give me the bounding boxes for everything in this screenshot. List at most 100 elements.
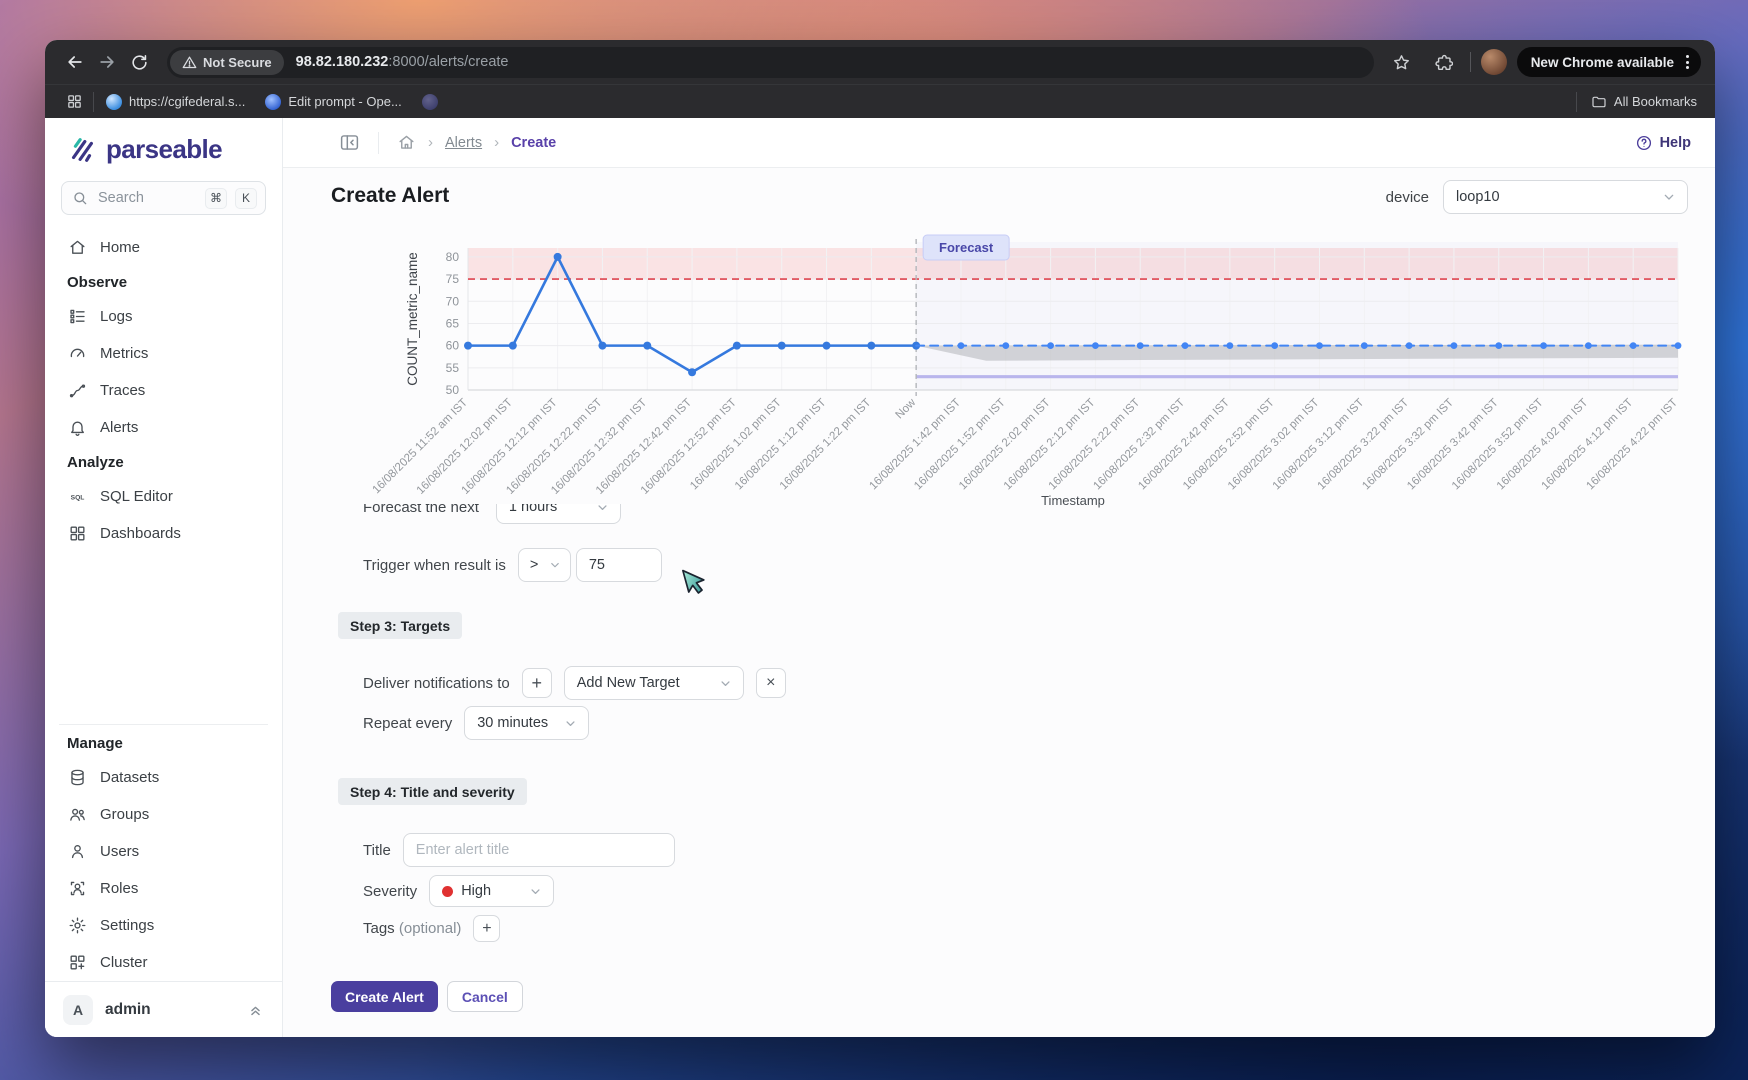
alert-title-input[interactable] xyxy=(402,833,675,867)
extensions-icon[interactable] xyxy=(1428,46,1460,78)
trigger-row: Trigger when result is > xyxy=(363,548,662,582)
add-tag-button[interactable]: + xyxy=(473,915,501,942)
svg-text:16/08/2025 1:12 pm IST: 16/08/2025 1:12 pm IST xyxy=(733,397,829,493)
search-box[interactable]: ⌘ K xyxy=(61,181,266,215)
profile-avatar[interactable] xyxy=(1480,49,1507,75)
trigger-operator-select[interactable]: > xyxy=(517,548,571,582)
svg-text:16/08/2025 4:12 pm IST: 16/08/2025 4:12 pm IST xyxy=(1540,397,1636,493)
apps-grid-icon[interactable] xyxy=(61,86,87,118)
breadcrumb-create: Create xyxy=(511,134,557,151)
repeat-select[interactable]: 30 minutes xyxy=(464,706,590,740)
svg-text:16/08/2025 4:02 pm IST: 16/08/2025 4:02 pm IST xyxy=(1495,397,1591,493)
svg-text:Forecast: Forecast xyxy=(939,240,994,255)
forward-icon[interactable] xyxy=(91,46,123,78)
step3-badge: Step 3: Targets xyxy=(338,612,463,639)
trigger-value-input[interactable] xyxy=(575,548,662,582)
sidebar-item-dashboards[interactable]: Dashboards xyxy=(55,515,272,552)
sidebar-item-sql-editor[interactable]: SQL SQL Editor xyxy=(55,478,272,515)
severity-select[interactable]: High xyxy=(429,875,555,907)
sidebar-item-label: Alerts xyxy=(100,419,139,436)
bookmarks-divider xyxy=(93,91,94,112)
cmd-key: ⌘ xyxy=(205,187,227,209)
kebab-menu-icon[interactable] xyxy=(1682,55,1693,69)
chevrons-up-icon[interactable] xyxy=(247,1001,264,1018)
settings-icon xyxy=(67,916,87,935)
bookmark-label: Edit prompt - Ope... xyxy=(288,94,402,109)
sidebar: parseable ⌘ K Home Observe Logs Metrics Trac… xyxy=(45,118,283,1037)
collapse-sidebar-icon[interactable] xyxy=(339,132,360,153)
not-secure-badge[interactable]: Not Secure xyxy=(170,49,284,75)
remove-target-button[interactable]: × xyxy=(755,668,786,698)
sidebar-item-home[interactable]: Home xyxy=(55,229,272,266)
deliver-label: Deliver notifications to xyxy=(363,674,510,692)
severity-row: Severity High xyxy=(363,875,555,907)
datasets-icon xyxy=(67,768,87,787)
device-label: device xyxy=(1385,188,1429,206)
bookmark-item[interactable]: https://cgifederal.s... xyxy=(106,93,245,110)
svg-text:16/08/2025 1:02 pm IST: 16/08/2025 1:02 pm IST xyxy=(688,397,784,493)
svg-text:70: 70 xyxy=(446,294,460,308)
breadcrumb-alerts[interactable]: Alerts xyxy=(445,134,483,151)
user-row[interactable]: A admin xyxy=(45,981,282,1037)
sidebar-item-cluster[interactable]: Cluster xyxy=(55,944,272,981)
traces-icon xyxy=(67,381,87,400)
chrome-update-pill[interactable]: New Chrome available xyxy=(1516,47,1701,77)
sidebar-item-groups[interactable]: Groups xyxy=(55,796,272,833)
alerts-icon xyxy=(67,418,87,437)
dashboards-icon xyxy=(67,524,87,543)
bookmark-item[interactable]: Edit prompt - Ope... xyxy=(265,93,402,110)
device-select[interactable]: loop10 xyxy=(1443,180,1688,214)
svg-text:16/08/2025 1:22 pm IST: 16/08/2025 1:22 pm IST xyxy=(778,397,874,493)
all-bookmarks-button[interactable]: All Bookmarks xyxy=(1591,94,1697,110)
actions-row: Create Alert Cancel xyxy=(331,981,523,1012)
bookmark-item[interactable] xyxy=(421,93,438,110)
tags-label: Tags xyxy=(363,920,395,937)
trigger-operator: > xyxy=(529,557,539,573)
sidebar-item-label: Home xyxy=(100,239,141,256)
sidebar-item-alerts[interactable]: Alerts xyxy=(55,409,272,446)
sidebar-item-label: Datasets xyxy=(100,769,160,786)
svg-text:16/08/2025 2:42 pm IST: 16/08/2025 2:42 pm IST xyxy=(1136,397,1232,493)
severity-value: High xyxy=(461,883,492,899)
sidebar-item-roles[interactable]: Roles xyxy=(55,870,272,907)
create-alert-button[interactable]: Create Alert xyxy=(331,981,438,1012)
forecast-next-select[interactable]: 1 hours xyxy=(495,504,621,524)
sidebar-item-settings[interactable]: Settings xyxy=(55,907,272,944)
svg-text:60: 60 xyxy=(446,339,460,353)
repeat-row: Repeat every 30 minutes xyxy=(363,706,590,740)
nav-divider xyxy=(59,724,268,725)
breadcrumb-chevron: › xyxy=(428,134,433,151)
svg-text:75: 75 xyxy=(446,272,460,286)
back-icon[interactable] xyxy=(59,46,91,78)
sidebar-item-users[interactable]: Users xyxy=(55,833,272,870)
search-icon xyxy=(72,190,88,206)
sidebar-item-label: Settings xyxy=(100,917,155,934)
deliver-row: Deliver notifications to + Add New Targe… xyxy=(363,666,786,700)
sidebar-item-metrics[interactable]: Metrics xyxy=(55,335,272,372)
main-topbar: › Alerts › Create Help xyxy=(283,118,1715,168)
blue-circle-favicon xyxy=(265,93,282,110)
help-icon xyxy=(1636,135,1651,150)
search-input[interactable] xyxy=(96,189,197,207)
groups-icon xyxy=(67,805,87,824)
breadcrumb: › Alerts › Create xyxy=(397,133,556,152)
sidebar-item-logs[interactable]: Logs xyxy=(55,298,272,335)
address-bar[interactable]: Not Secure 98.82.180.232:8000/alerts/cre… xyxy=(167,46,1374,78)
sidebar-item-datasets[interactable]: Datasets xyxy=(55,759,272,796)
sidebar-item-label: Groups xyxy=(100,806,150,823)
svg-text:16/08/2025 3:12 pm IST: 16/08/2025 3:12 pm IST xyxy=(1271,397,1367,493)
users-icon xyxy=(67,842,87,861)
help-button[interactable]: Help xyxy=(1635,134,1691,152)
add-target-plus-button[interactable]: + xyxy=(521,668,552,698)
sidebar-item-traces[interactable]: Traces xyxy=(55,372,272,409)
reload-icon[interactable] xyxy=(123,46,155,78)
home-icon[interactable] xyxy=(397,133,416,152)
metrics-icon xyxy=(67,344,87,363)
cancel-button[interactable]: Cancel xyxy=(446,981,523,1012)
bookmark-star-icon[interactable] xyxy=(1386,46,1418,78)
parseable-logo[interactable]: parseable xyxy=(45,118,282,173)
parseable-logo-icon xyxy=(71,137,93,162)
target-select[interactable]: Add New Target xyxy=(563,666,744,700)
svg-text:16/08/2025 2:02 pm IST: 16/08/2025 2:02 pm IST xyxy=(957,397,1053,493)
